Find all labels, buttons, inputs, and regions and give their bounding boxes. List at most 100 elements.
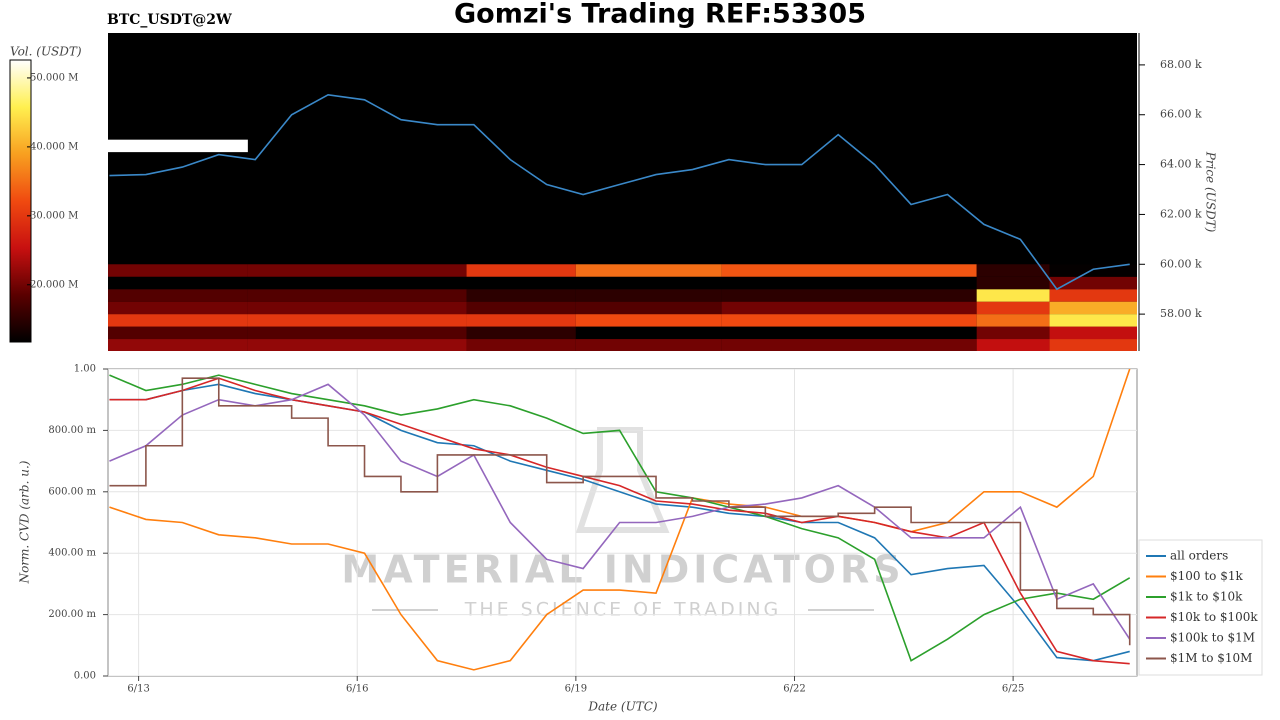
chart-title: Gomzi's Trading REF:53305 bbox=[454, 0, 866, 30]
heatmap-cell bbox=[247, 289, 467, 302]
heatmap-cell bbox=[108, 264, 248, 277]
heatmap-cell bbox=[1049, 276, 1137, 290]
cvd-line bbox=[109, 383, 1130, 662]
heatmap-cell bbox=[575, 314, 722, 327]
heatmap bbox=[108, 59, 1137, 351]
y-tick-label: 800.00 m bbox=[48, 425, 96, 436]
heatmap-cell bbox=[575, 289, 722, 302]
watermark-title: MATERIAL INDICATORS bbox=[341, 548, 904, 592]
heatmap-cell bbox=[466, 289, 576, 302]
heatmap-cell bbox=[247, 314, 467, 327]
heatmap-cell bbox=[976, 326, 1050, 340]
heatmap-cell bbox=[575, 214, 722, 227]
x-tick-label: 6/25 bbox=[1002, 684, 1024, 695]
heatmap-cell bbox=[976, 264, 1050, 277]
heatmap-cell bbox=[721, 59, 977, 73]
heatmap-cell bbox=[466, 59, 576, 73]
heatmap-cell bbox=[1049, 339, 1137, 351]
chart-subtitle: BTC_USDT@2W bbox=[107, 12, 232, 28]
y2-tick-label: 62.00 k bbox=[1160, 207, 1202, 220]
heatmap-cell bbox=[575, 301, 722, 315]
y-tick-label: 200.00 m bbox=[48, 609, 96, 620]
heatmap-cell bbox=[721, 214, 977, 227]
heatmap-cell bbox=[466, 339, 576, 351]
heatmap-cell bbox=[108, 276, 248, 290]
heatmap-cell bbox=[721, 314, 977, 327]
heatmap-cell bbox=[466, 301, 576, 315]
heatmap-cell bbox=[976, 201, 1050, 215]
heatmap-cell bbox=[976, 314, 1050, 327]
heatmap-cell bbox=[721, 326, 977, 340]
cvd-line bbox=[109, 377, 1131, 646]
heatmap-cell bbox=[721, 201, 977, 215]
y2-tick-label: 58.00 k bbox=[1160, 307, 1202, 320]
y2-tick-label: 66.00 k bbox=[1160, 108, 1202, 121]
heatmap-cell bbox=[976, 339, 1050, 351]
x-tick-label: 6/22 bbox=[783, 684, 805, 695]
heatmap-cell bbox=[575, 264, 722, 277]
colorbar-tick-label: 30.000 M bbox=[30, 210, 78, 221]
heatmap-cell bbox=[575, 339, 722, 351]
heatmap-cell bbox=[721, 276, 977, 290]
x-tick-label: 6/13 bbox=[127, 684, 149, 695]
y2-axis-label: Price (USDT) bbox=[1204, 151, 1218, 233]
heatmap-cell bbox=[247, 264, 467, 277]
legend-label: all orders bbox=[1170, 549, 1228, 563]
heatmap-cell bbox=[1049, 301, 1137, 315]
heatmap-cell bbox=[108, 139, 248, 153]
legend bbox=[1138, 539, 1263, 676]
heatmap-cell bbox=[575, 139, 722, 153]
heatmap-cell bbox=[466, 201, 576, 215]
price-line bbox=[109, 93, 1130, 291]
legend-label: $100k to $1M bbox=[1170, 631, 1255, 645]
heatmap-cell bbox=[247, 301, 467, 315]
heatmap-cell bbox=[108, 289, 248, 302]
heatmap-cell bbox=[108, 339, 248, 351]
heatmap-cell bbox=[721, 339, 977, 351]
heatmap-cell bbox=[466, 264, 576, 277]
watermark-subtitle: THE SCIENCE OF TRADING bbox=[464, 599, 782, 621]
heatmap-cell bbox=[466, 276, 576, 290]
cvd-line bbox=[109, 377, 1130, 665]
cvd-line bbox=[109, 374, 1131, 662]
heatmap-cell bbox=[108, 314, 248, 327]
heatmap-cell bbox=[247, 214, 467, 227]
y2-tick-label: 60.00 k bbox=[1160, 257, 1202, 270]
heatmap-cell bbox=[247, 326, 467, 340]
legend-label: $1k to $10k bbox=[1170, 590, 1243, 604]
colorbar-tick-label: 20.000 M bbox=[30, 279, 78, 290]
heatmap-cell bbox=[1049, 214, 1137, 227]
heatmap-cell bbox=[247, 59, 467, 73]
y2-tick-label: 64.00 k bbox=[1160, 158, 1202, 171]
x-axis-label: Date (UTC) bbox=[587, 700, 657, 714]
heatmap-cell bbox=[1049, 264, 1137, 277]
y-tick-label: 400.00 m bbox=[48, 548, 96, 559]
cvd-line bbox=[109, 369, 1131, 671]
heatmap-cell bbox=[466, 326, 576, 340]
heatmap-cell bbox=[466, 214, 576, 227]
heatmap-cell bbox=[575, 59, 722, 73]
y-tick-label: 1.00 bbox=[74, 364, 96, 375]
heatmap-cell bbox=[1049, 289, 1137, 302]
heatmap-cell bbox=[575, 201, 722, 215]
heatmap-cell bbox=[466, 139, 576, 153]
heatmap-cell bbox=[1049, 59, 1137, 73]
heatmap-cell bbox=[575, 326, 722, 340]
heatmap-cell bbox=[721, 139, 977, 153]
colorbar-tick-label: 50.000 M bbox=[30, 72, 78, 83]
heatmap-cell bbox=[1049, 314, 1137, 327]
heatmap-cell bbox=[721, 289, 977, 302]
heatmap-cell bbox=[247, 201, 467, 215]
heatmap-cell bbox=[575, 276, 722, 290]
heatmap-cell bbox=[108, 214, 248, 227]
colorbar bbox=[9, 59, 32, 343]
heatmap-cell bbox=[108, 301, 248, 315]
heatmap-cell bbox=[976, 139, 1050, 153]
heatmap-cell bbox=[976, 289, 1050, 302]
heatmap-cell bbox=[247, 276, 467, 290]
heatmap-cell bbox=[108, 201, 248, 215]
legend-label: $100 to $1k bbox=[1170, 569, 1243, 583]
heatmap-cell bbox=[247, 139, 467, 153]
y-tick-label: 0.00 bbox=[74, 671, 96, 682]
